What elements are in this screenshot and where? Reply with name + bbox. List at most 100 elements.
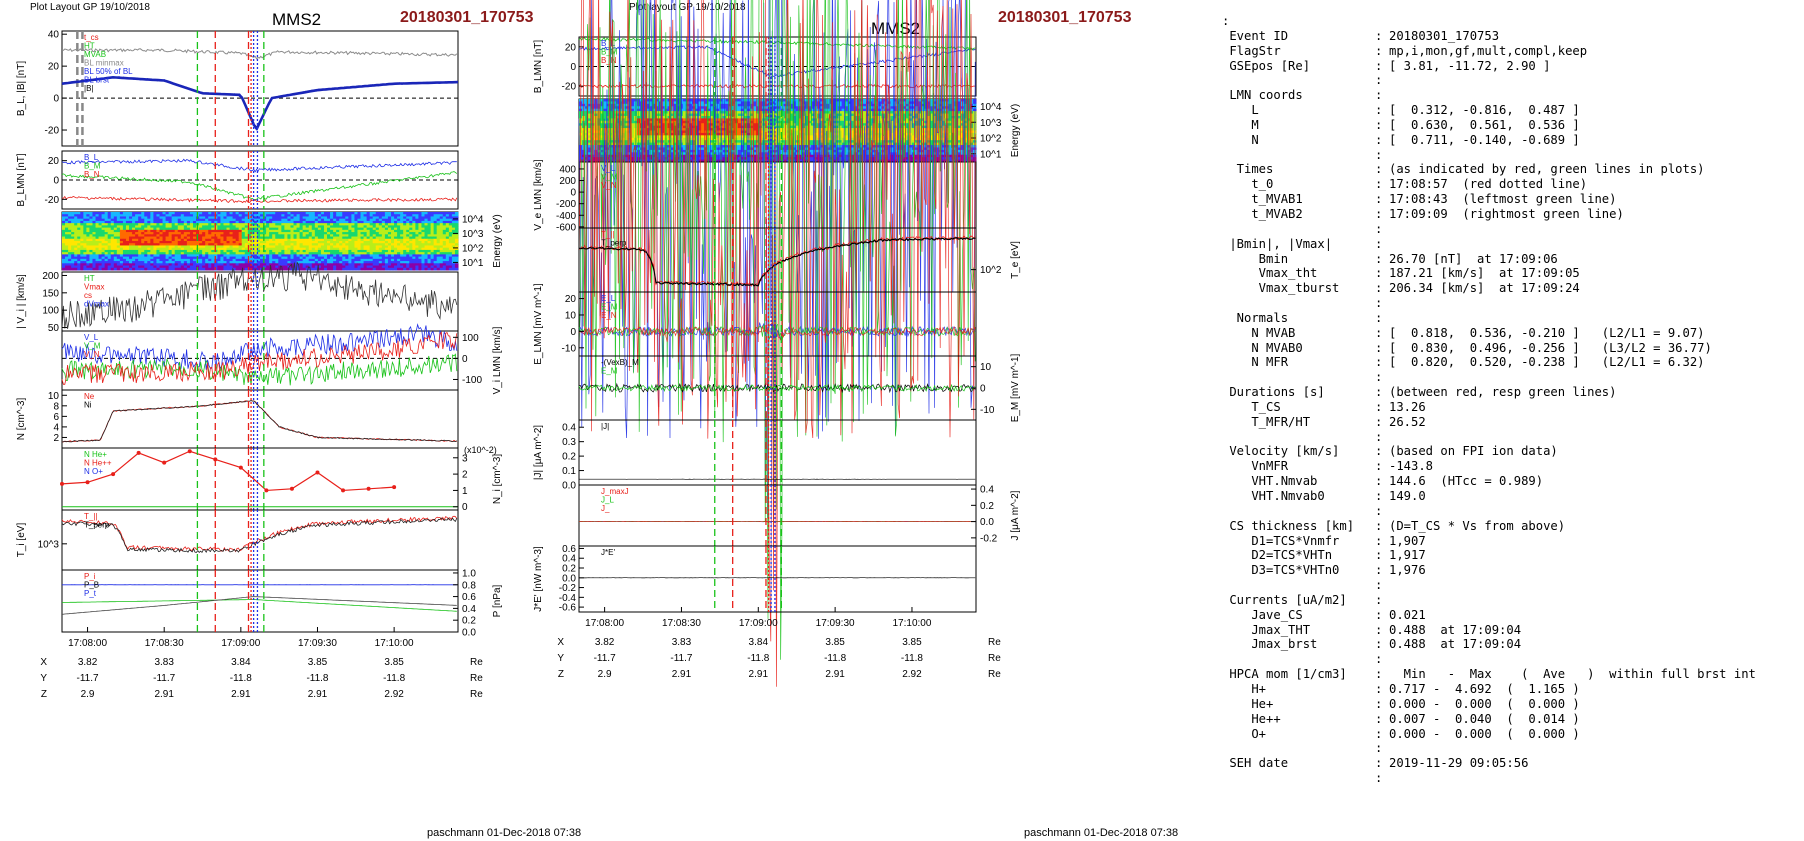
left-3-cell: [180, 220, 185, 224]
left-3-cell: [357, 234, 361, 237]
left-3-cell: [247, 220, 252, 224]
left-3-cell: [363, 232, 368, 235]
left-3-cell: [266, 225, 270, 229]
left-3-cell: [348, 225, 352, 229]
left-3-cell: [256, 241, 261, 244]
left-3-cell: [327, 232, 331, 235]
left-3-cell: [104, 220, 109, 224]
mid-2-cell: [682, 108, 687, 112]
left-3-cell: [92, 229, 96, 233]
left-3-cell: [153, 245, 157, 249]
left-3-cell: [107, 234, 112, 237]
left-3-cell: [229, 214, 233, 217]
left-3-cell: [348, 236, 352, 240]
left-3-cell: [281, 220, 285, 224]
left-3-cell: [68, 232, 72, 235]
mid-2-cell: [637, 118, 641, 122]
left-3-cell: [275, 234, 279, 237]
left-3-cell: [302, 225, 307, 229]
left-3-cell: [80, 220, 84, 224]
left-3-cell: [275, 245, 279, 249]
left-3-cell: [92, 238, 96, 242]
left-3-cell: [235, 234, 240, 237]
left-3-cell: [101, 223, 106, 226]
left-3-cell: [177, 243, 182, 246]
left-3-cell: [403, 212, 407, 215]
left-3-cell: [348, 216, 352, 220]
left-3-cell: [86, 229, 90, 233]
left-3-cell: [171, 223, 176, 226]
left-3-cell: [333, 234, 337, 237]
left-3-cell: [238, 238, 243, 242]
left-3-cell: [241, 220, 246, 224]
left-3-cell: [320, 241, 325, 244]
left-3-cell: [135, 236, 139, 240]
left-3-cell: [345, 243, 349, 246]
left-1-legend-item: |B|: [84, 84, 94, 93]
left-3-cell: [168, 245, 173, 249]
left-3-cell: [397, 245, 401, 249]
left-3-cell: [226, 216, 230, 220]
mid-2-cell: [740, 103, 745, 107]
left-3-cell: [256, 229, 261, 233]
left-3-cell: [217, 218, 221, 222]
left-3-cell: [327, 243, 331, 246]
left-3-cell: [189, 232, 194, 235]
left-3-cell: [141, 218, 145, 222]
left-3-cell: [375, 223, 380, 226]
left-3-cell: [327, 245, 331, 249]
left-3-cell: [448, 241, 453, 244]
left-3-cell: [308, 229, 313, 233]
left-3-cell: [400, 220, 404, 224]
left-3-cell: [83, 227, 87, 231]
left-3-cell: [387, 216, 392, 220]
left-3-cell: [183, 232, 188, 235]
left-3-cell: [299, 214, 304, 217]
left-3-cell: [272, 212, 276, 215]
left-3-cell: [400, 216, 404, 220]
left-3-cell: [165, 238, 170, 242]
left-3-cell: [214, 220, 218, 224]
left-3-cell: [129, 238, 133, 242]
left-3-cell: [101, 234, 106, 237]
left-3-cell: [177, 227, 182, 231]
left-3-cell: [125, 212, 130, 215]
left-3-cell: [256, 245, 261, 249]
left-3-cell: [116, 223, 121, 226]
left-3-cell: [132, 212, 136, 215]
left-3-cell: [153, 234, 157, 237]
left-3-cell: [211, 234, 215, 237]
left-3-cell: [260, 232, 264, 235]
left-3-cell: [263, 236, 267, 240]
left-3-cell: [189, 227, 194, 231]
left-3-cell: [89, 216, 93, 220]
left-3-cell: [296, 212, 300, 215]
left-3-cell: [427, 220, 431, 224]
left-3-cell: [354, 243, 358, 246]
mid-1-ylabel: B_LMN [nT]: [533, 40, 544, 94]
left-3-cell: [369, 238, 374, 242]
mid-2-cell: [743, 101, 748, 105]
left-3-cell: [293, 245, 297, 249]
left-3-cell: [430, 229, 435, 233]
left-3-cell: [363, 223, 368, 226]
left-3-cell: [92, 243, 96, 246]
left-3-cell: [387, 218, 392, 222]
left-3-cell: [98, 245, 102, 249]
mid-2-cell: [603, 113, 607, 117]
left-3-cell: [369, 218, 374, 222]
left-3-cell: [256, 227, 261, 231]
left-3-cell: [424, 220, 428, 224]
left-3-cell: [74, 243, 78, 246]
left-3-cell: [266, 227, 270, 231]
left-3-cell: [342, 212, 346, 215]
left-3-cell: [363, 234, 368, 237]
left-3-cell: [110, 223, 115, 226]
left-3-cell: [168, 216, 173, 220]
left-3-cell: [421, 214, 425, 217]
left-3-cell: [132, 223, 136, 226]
left-3-cell: [65, 223, 69, 226]
left-3-cell: [317, 241, 322, 244]
left-3-cell: [104, 238, 109, 242]
left-3-cell: [342, 234, 346, 237]
